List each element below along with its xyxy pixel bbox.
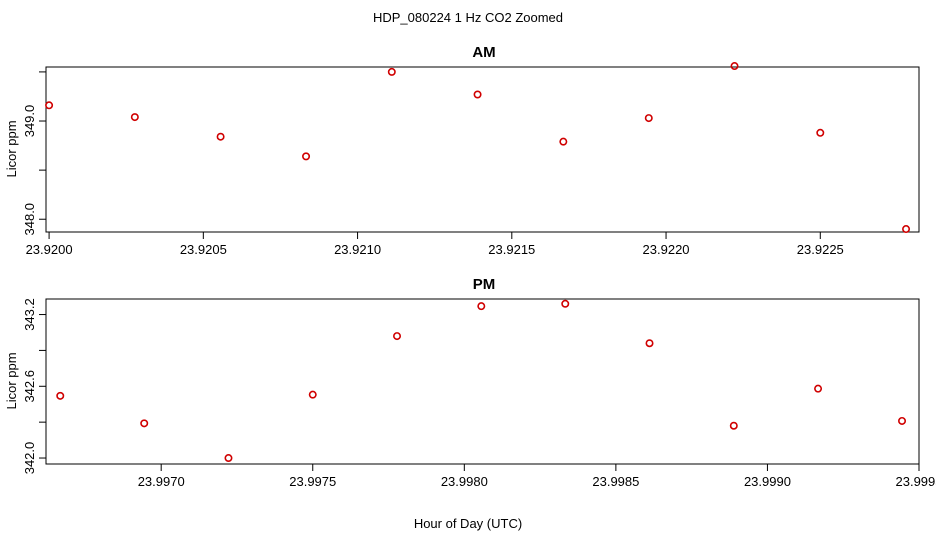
am-x-tick-label: 23.9200 — [26, 242, 73, 257]
am-panel-title: AM — [472, 44, 495, 61]
pm-x-tick-label: 23.9995 — [896, 474, 936, 489]
pm-data-point — [140, 419, 149, 428]
x-axis-label: Hour of Day (UTC) — [414, 516, 522, 531]
am-x-tick-label: 23.9205 — [180, 242, 227, 257]
am-x-tick-label: 23.9210 — [334, 242, 381, 257]
pm-x-tick-label: 23.9975 — [289, 474, 336, 489]
am-plot-frame — [45, 66, 920, 233]
pm-y-tick-label: 343.2 — [22, 298, 37, 331]
pm-data-point — [729, 421, 738, 430]
pm-x-tick-label: 23.9990 — [744, 474, 791, 489]
am-data-point — [730, 62, 739, 71]
pm-x-tick-label: 23.9980 — [441, 474, 488, 489]
am-y-axis-label: Licor ppm — [4, 120, 19, 177]
pm-data-point — [898, 416, 907, 425]
pm-y-tick-label: 342.6 — [22, 370, 37, 403]
figure-title: HDP_080224 1 Hz CO2 Zoomed — [373, 10, 563, 25]
am-panel: AM Licor ppm 23.9200 23.9205 23.9210 23.921… — [4, 44, 920, 257]
am-y-tick-label: 349.0 — [22, 105, 37, 138]
pm-data-point — [561, 299, 570, 308]
am-data-point — [130, 113, 139, 122]
pm-data-point — [393, 332, 402, 341]
am-data-point — [473, 90, 482, 99]
am-data-point — [387, 67, 396, 76]
am-data-point — [816, 128, 825, 137]
am-data-point — [644, 114, 653, 123]
am-data-point — [902, 225, 911, 234]
pm-data-point — [56, 391, 65, 400]
pm-x-tick-label: 23.9970 — [138, 474, 185, 489]
pm-data-point — [477, 302, 486, 311]
pm-marks: 23.9970 23.9975 23.9980 23.9985 23.9990 23.99… — [22, 298, 936, 489]
pm-panel-title: PM — [473, 276, 496, 293]
pm-data-point — [308, 390, 317, 399]
am-data-point — [216, 132, 225, 141]
pm-plot-frame — [45, 298, 920, 465]
am-data-point — [559, 137, 568, 146]
pm-x-tick-label: 23.9985 — [592, 474, 639, 489]
am-x-tick-label: 23.9215 — [488, 242, 535, 257]
am-data-point — [302, 152, 311, 161]
am-y-tick-label: 348.0 — [22, 203, 37, 236]
pm-data-point — [814, 384, 823, 393]
am-x-tick-label: 23.9220 — [643, 242, 690, 257]
pm-y-axis-label: Licor ppm — [4, 352, 19, 409]
pm-y-tick-label: 342.0 — [22, 442, 37, 475]
pm-data-point — [224, 454, 233, 463]
am-data-point — [45, 101, 54, 110]
am-x-tick-label: 23.9225 — [797, 242, 844, 257]
am-marks: 23.9200 23.9205 23.9210 23.9215 23.9220 23.92… — [22, 62, 911, 257]
pm-panel: PM Licor ppm 23.9970 23.9975 23.9980 23.998… — [4, 276, 936, 489]
pm-data-point — [645, 339, 654, 348]
